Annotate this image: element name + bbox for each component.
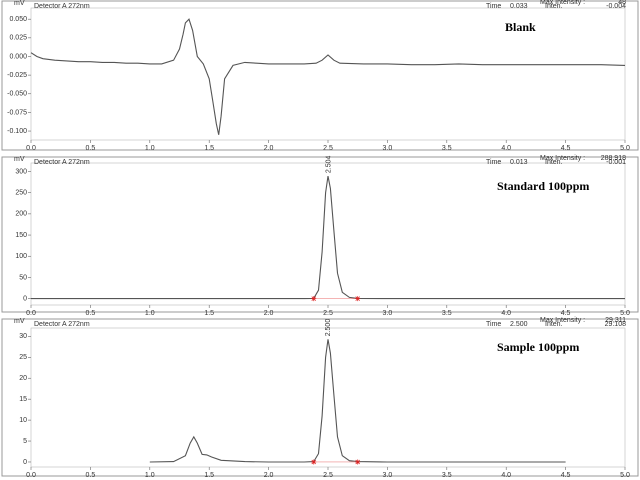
- inten-label: Inten.: [545, 3, 563, 10]
- inten-label: Inten.: [545, 321, 563, 328]
- y-tick-label: -0.025: [7, 72, 27, 79]
- inten-label: Inten.: [545, 159, 563, 166]
- x-tick-label: 0.5: [86, 310, 96, 317]
- y-tick-label: 150: [15, 232, 27, 239]
- y-tick-label: 0: [23, 459, 27, 466]
- y-tick-label: -0.075: [7, 109, 27, 116]
- x-tick-label: 3.0: [383, 145, 393, 152]
- x-tick-label: 1.5: [204, 472, 214, 479]
- max-intensity-value: 288,918: [601, 155, 626, 162]
- panel-frame: [1, 156, 639, 313]
- x-tick-label: 4.5: [561, 310, 571, 317]
- y-tick-label: 200: [15, 211, 27, 218]
- x-tick-label: 0.5: [86, 145, 96, 152]
- x-tick-label: 5.0: [620, 472, 630, 479]
- y-tick-label: 5: [23, 438, 27, 445]
- x-tick-label: 4.5: [561, 472, 571, 479]
- y-tick-label: 30: [19, 333, 27, 340]
- y-tick-label: 0.025: [9, 35, 27, 42]
- panel-frame: [1, 318, 639, 477]
- x-tick-label: 3.0: [383, 472, 393, 479]
- y-tick-label: 20: [19, 375, 27, 382]
- x-tick-label: 4.5: [561, 145, 571, 152]
- x-tick-label: 2.0: [264, 472, 274, 479]
- inten-value: -0.004: [606, 3, 626, 10]
- x-tick-label: 4.0: [501, 145, 511, 152]
- x-tick-label: 0.0: [26, 472, 36, 479]
- x-tick-label: 2.5: [323, 310, 333, 317]
- max-intensity-value: 48: [618, 0, 626, 6]
- integration-marker: [355, 296, 361, 302]
- unit-label: mV: [14, 318, 25, 325]
- detector-label: Detector A 272nm: [34, 321, 90, 328]
- time-value: 0.013: [510, 159, 528, 166]
- max-intensity-value: 29,311: [605, 317, 626, 324]
- peak-label: 2.500: [325, 319, 332, 337]
- signal-trace: [30, 18, 626, 135]
- panel-frame: [1, 0, 639, 151]
- x-tick-label: 4.0: [501, 310, 511, 317]
- time-value: 0.033: [510, 3, 528, 10]
- y-tick-label: 50: [19, 274, 27, 281]
- y-tick-label: 0.000: [9, 53, 27, 60]
- x-tick-label: 1.5: [204, 145, 214, 152]
- time-label: Time: [486, 3, 501, 10]
- time-value: 2.500: [510, 321, 528, 328]
- x-tick-label: 3.0: [383, 310, 393, 317]
- x-tick-label: 5.0: [620, 145, 630, 152]
- x-tick-label: 2.0: [264, 310, 274, 317]
- time-label: Time: [486, 321, 501, 328]
- x-tick-label: 3.5: [442, 472, 452, 479]
- chart-title: Sample 100ppm: [497, 340, 579, 354]
- x-tick-label: 1.5: [204, 310, 214, 317]
- x-tick-label: 1.0: [145, 472, 155, 479]
- x-tick-label: 4.0: [501, 472, 511, 479]
- x-tick-label: 2.5: [323, 472, 333, 479]
- y-tick-label: 300: [15, 168, 27, 175]
- y-tick-label: 250: [15, 190, 27, 197]
- x-tick-label: 0.5: [86, 472, 96, 479]
- detector-label: Detector A 272nm: [34, 3, 90, 10]
- inten-value: -0.001: [606, 159, 626, 166]
- signal-trace: [149, 339, 566, 463]
- y-tick-label: 0: [23, 295, 27, 302]
- integration-marker: [311, 459, 317, 465]
- x-tick-label: 1.0: [145, 310, 155, 317]
- x-tick-label: 5.0: [620, 310, 630, 317]
- x-tick-label: 3.5: [442, 145, 452, 152]
- signal-trace: [31, 175, 625, 300]
- x-tick-label: 2.0: [264, 145, 274, 152]
- unit-label: mV: [14, 156, 25, 163]
- max-intensity-label: Max Intensity :: [540, 317, 585, 324]
- detector-label: Detector A 272nm: [34, 159, 90, 166]
- y-tick-label: -0.050: [7, 91, 27, 98]
- time-label: Time: [486, 159, 501, 166]
- chart-title: Blank: [505, 20, 536, 34]
- integration-marker: [355, 459, 361, 465]
- x-tick-label: 0.0: [26, 310, 36, 317]
- unit-label: mV: [14, 0, 25, 7]
- max-intensity-label: Max Intensity :: [540, 155, 585, 162]
- y-tick-label: 10: [19, 417, 27, 424]
- chart-title: Standard 100ppm: [497, 179, 589, 193]
- x-tick-label: 1.0: [145, 145, 155, 152]
- y-tick-label: -0.100: [7, 128, 27, 135]
- y-tick-label: 100: [15, 253, 27, 260]
- y-tick-label: 0.050: [9, 16, 27, 23]
- x-tick-label: 0.0: [26, 145, 36, 152]
- y-tick-label: 25: [19, 354, 27, 361]
- x-tick-label: 3.5: [442, 310, 452, 317]
- x-tick-label: 2.5: [323, 145, 333, 152]
- y-tick-label: 15: [19, 396, 27, 403]
- max-intensity-label: Max Intensity :: [540, 0, 585, 6]
- peak-label: 2.504: [325, 156, 332, 174]
- integration-marker: [311, 296, 317, 302]
- inten-value: 29.108: [605, 321, 627, 328]
